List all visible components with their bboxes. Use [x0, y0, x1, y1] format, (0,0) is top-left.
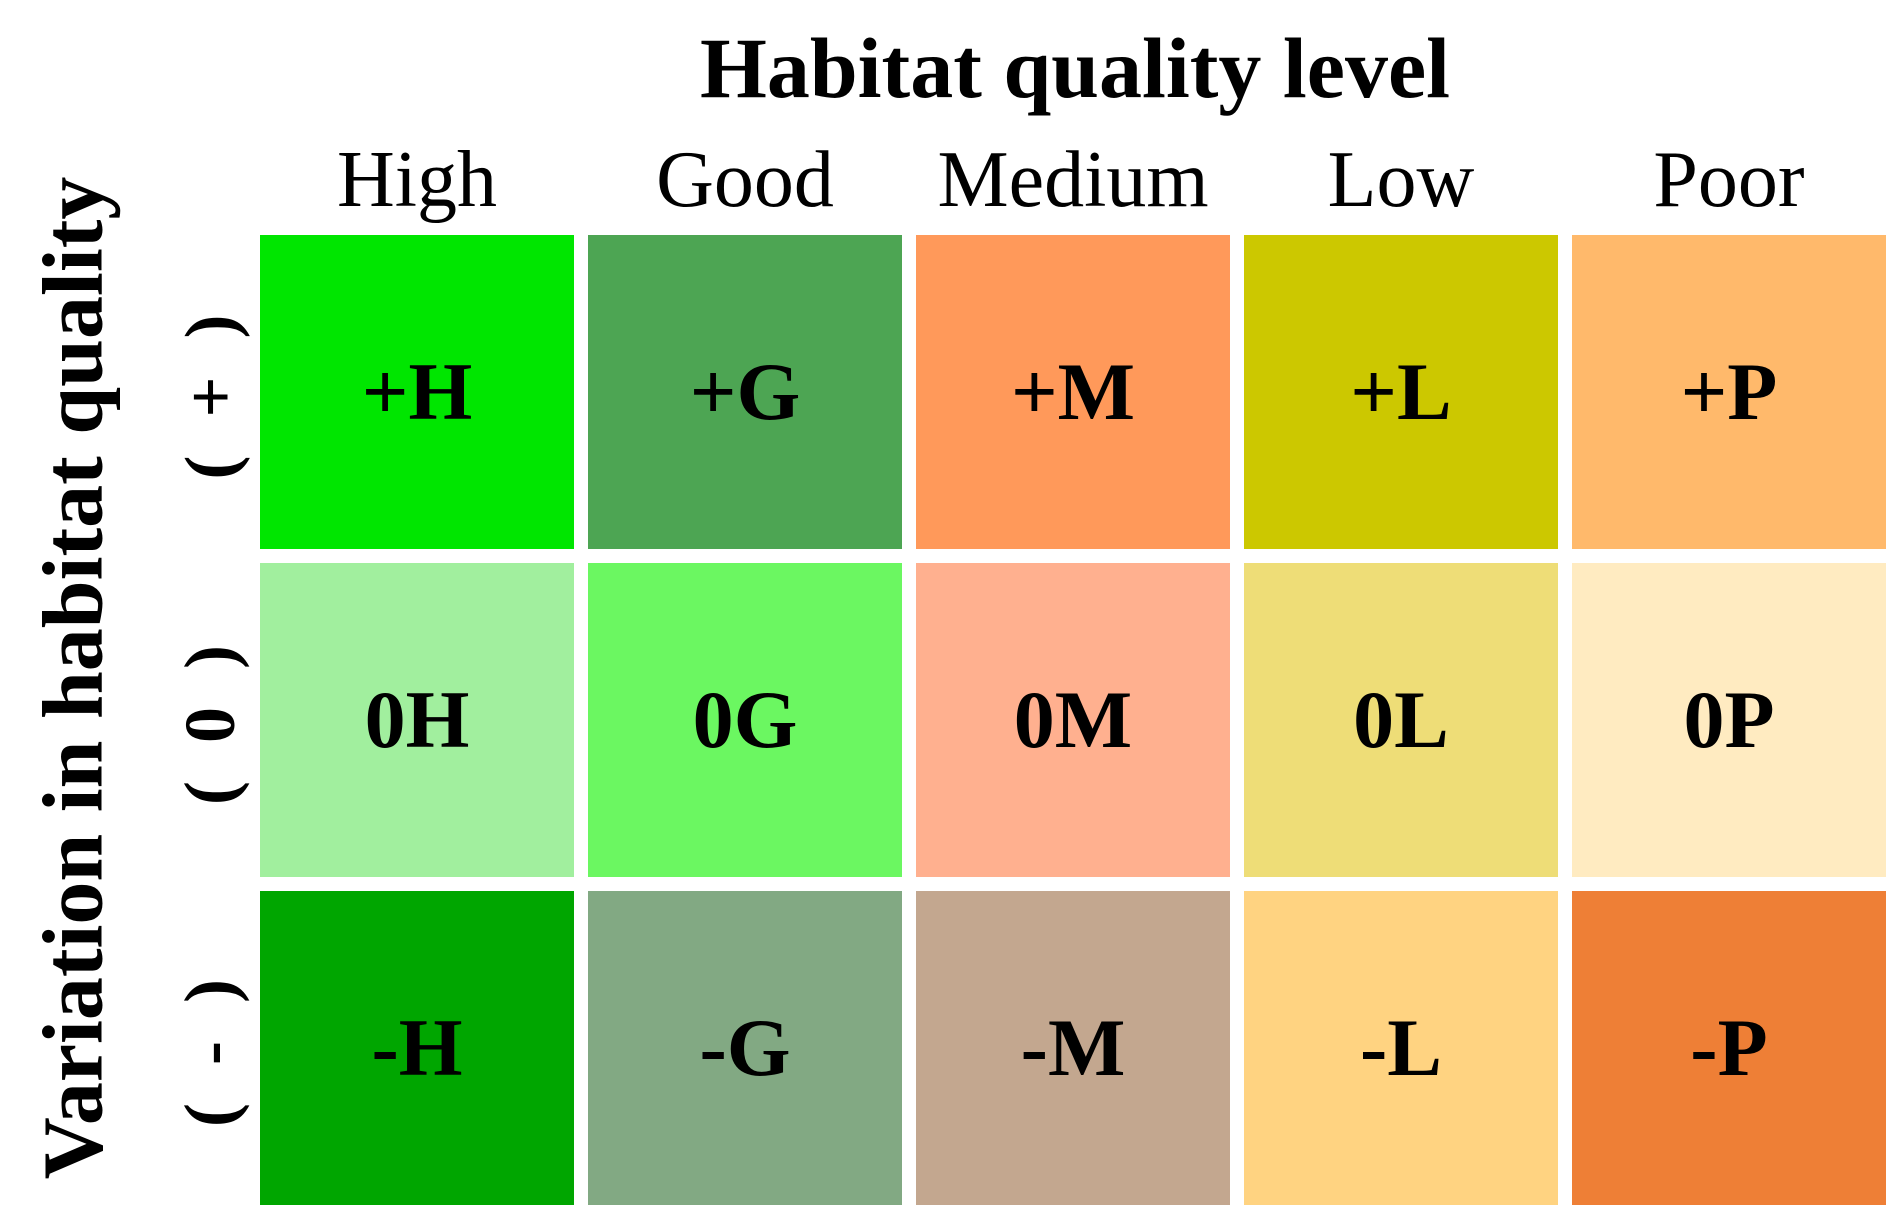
column-header-high: High [337, 136, 497, 224]
row-label-negative: ( - ) [170, 969, 250, 1127]
cell-code: 0L [1353, 674, 1449, 765]
cell-code: 0G [692, 674, 798, 765]
cell-code: -L [1360, 1002, 1442, 1093]
cell-code: -G [699, 1002, 791, 1093]
cell-code: 0H [364, 674, 470, 765]
cell-code: 0M [1013, 674, 1133, 765]
grid-cell: +M [916, 235, 1230, 549]
row-label-zero: ( 0 ) [170, 635, 251, 805]
grid-cell: +P [1572, 235, 1886, 549]
grid-cell: -M [916, 891, 1230, 1205]
grid-cell: -H [260, 891, 574, 1205]
grid-cell: +H [260, 235, 574, 549]
cell-code: -P [1690, 1002, 1768, 1093]
grid-cell: +L [1244, 235, 1558, 549]
cell-code: +M [1010, 346, 1136, 437]
cell-code: 0P [1683, 674, 1775, 765]
grid-cell: 0G [588, 563, 902, 877]
grid-cell: -P [1572, 891, 1886, 1205]
grid-cell: +G [588, 235, 902, 549]
cell-code: +H [361, 346, 473, 437]
grid-cell: -L [1244, 891, 1558, 1205]
row-label-positive-container: ( + ) [155, 235, 265, 549]
row-label-positive: ( + ) [170, 304, 251, 480]
cell-code: +P [1680, 346, 1778, 437]
column-header-low: Low [1327, 136, 1475, 224]
y-axis-title: Variation in habitat quality [24, 176, 120, 1179]
column-header-poor: Poor [1653, 136, 1805, 224]
cell-code: -H [371, 1002, 463, 1093]
cell-code: -M [1020, 1002, 1126, 1093]
grid-cell: 0P [1572, 563, 1886, 877]
grid-cell: -G [588, 891, 902, 1205]
column-header-medium: Medium [937, 136, 1209, 224]
cell-code: +L [1350, 346, 1452, 437]
grid-cell: 0H [260, 563, 574, 877]
y-axis-title-container: Variation in habitat quality [12, 135, 132, 1220]
grid-cell: 0M [916, 563, 1230, 877]
chart-title: Habitat quality level [699, 20, 1451, 116]
row-label-zero-container: ( 0 ) [155, 563, 265, 877]
row-label-negative-container: ( - ) [155, 891, 265, 1205]
column-header-good: Good [656, 136, 834, 224]
grid-cell: 0L [1244, 563, 1558, 877]
cell-code: +G [689, 346, 801, 437]
